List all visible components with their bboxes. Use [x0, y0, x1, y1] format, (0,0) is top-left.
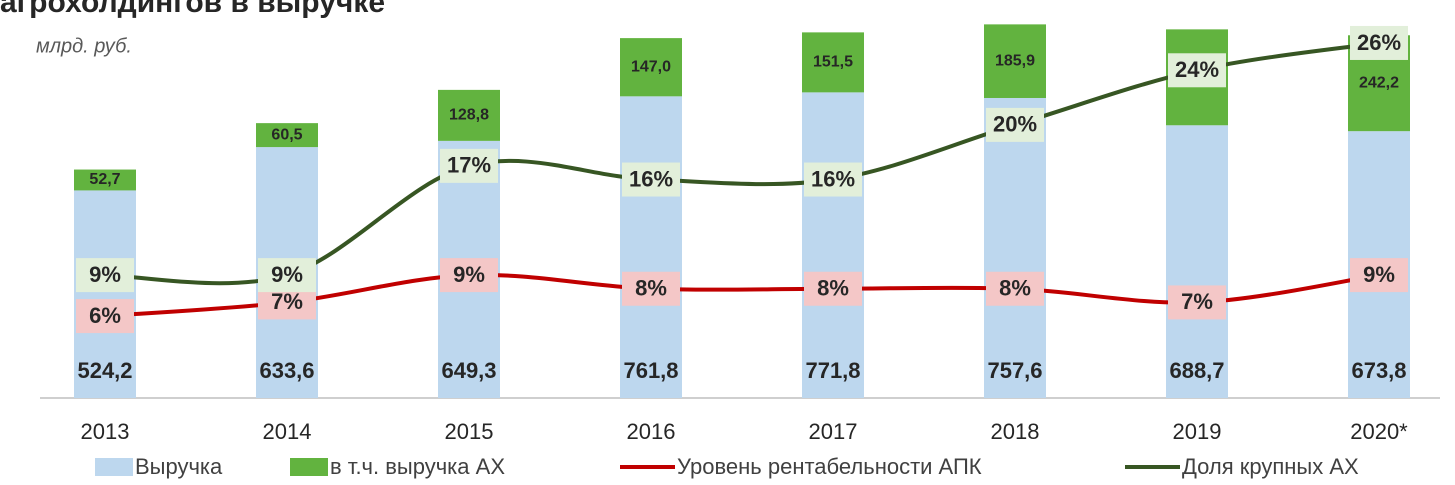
bar-value-label: 151,5 [813, 54, 853, 71]
x-tick-label: 2020* [1350, 419, 1408, 444]
line-label-box [622, 162, 680, 197]
bar [620, 96, 682, 398]
chart-subtitle: млрд. руб. [36, 35, 132, 57]
line-value-label: 8% [635, 276, 667, 301]
line-value-label: 9% [271, 262, 303, 287]
bar-value-label: 185,9 [995, 52, 1035, 69]
x-tick-label: 2014 [263, 419, 312, 444]
line-label-box [76, 258, 134, 293]
bar-value-label: 761,8 [623, 358, 678, 383]
bar [1166, 125, 1228, 398]
legend-label: Доля крупных АХ [1182, 454, 1359, 479]
bar-value-label: 60,5 [271, 126, 302, 143]
x-tick-label: 2018 [991, 419, 1040, 444]
legend-swatch [290, 458, 328, 476]
line-value-label: 8% [999, 276, 1031, 301]
line-label-box [76, 299, 134, 334]
bar-value-label: 757,6 [987, 358, 1042, 383]
legend-swatch [95, 458, 133, 476]
line-value-label: 9% [89, 262, 121, 287]
line-value-label: 16% [811, 166, 855, 191]
line-label-box [804, 271, 862, 306]
x-tick-label: 2017 [809, 419, 858, 444]
bar [620, 38, 682, 97]
bar [984, 24, 1046, 98]
line-value-label: 9% [453, 262, 485, 287]
line-label-box [1168, 53, 1226, 88]
bar-value-label: 771,8 [805, 358, 860, 383]
x-tick-label: 2013 [81, 419, 130, 444]
legend-label: Уровень рентабельности АПК [677, 454, 982, 479]
legend-label: в т.ч. выручка АХ [330, 454, 505, 479]
line-value-label: 20% [993, 112, 1037, 137]
bar-value-label: 147,0 [631, 58, 671, 75]
bar-value-label: 242,2 [1359, 74, 1399, 91]
line-value-label: 16% [629, 166, 673, 191]
line-value-label: 7% [1181, 289, 1213, 314]
bar-value-label: 633,6 [259, 358, 314, 383]
bar [74, 169, 136, 191]
line-value-label: 6% [89, 303, 121, 328]
line-value-label: 7% [271, 289, 303, 314]
bar-value-label: 52,7 [89, 171, 120, 188]
bar [984, 97, 1046, 398]
legend-label: Выручка [135, 454, 223, 479]
line-label-box [1350, 25, 1408, 60]
line-label-box [1350, 258, 1408, 293]
line-value-label: 8% [817, 276, 849, 301]
line-value-label: 17% [447, 153, 491, 178]
chart-title: агрохолдингов в выручке [0, 0, 385, 19]
bar-value-label: 673,8 [1351, 358, 1406, 383]
line-label-box [986, 271, 1044, 306]
bar [438, 89, 500, 141]
bar-value-label: 128,8 [449, 107, 489, 124]
bar-value-label: 649,3 [441, 358, 496, 383]
bar [802, 32, 864, 93]
x-tick-label: 2016 [627, 419, 676, 444]
line-label-box [986, 107, 1044, 142]
line-label-box [622, 271, 680, 306]
bar [256, 123, 318, 148]
line-label-box [804, 162, 862, 197]
line-label-box [1168, 285, 1226, 320]
line-value-label: 24% [1175, 57, 1219, 82]
x-tick-label: 2015 [445, 419, 494, 444]
bar-value-label: 524,2 [77, 358, 132, 383]
line-label-box [440, 148, 498, 183]
line-label-box [440, 258, 498, 293]
bar [802, 92, 864, 399]
bar-value-label: 688,7 [1169, 358, 1224, 383]
line-value-label: 26% [1357, 30, 1401, 55]
line-value-label: 9% [1363, 262, 1395, 287]
line-label-box [258, 258, 316, 293]
x-tick-label: 2019 [1173, 419, 1222, 444]
bar [74, 190, 136, 398]
